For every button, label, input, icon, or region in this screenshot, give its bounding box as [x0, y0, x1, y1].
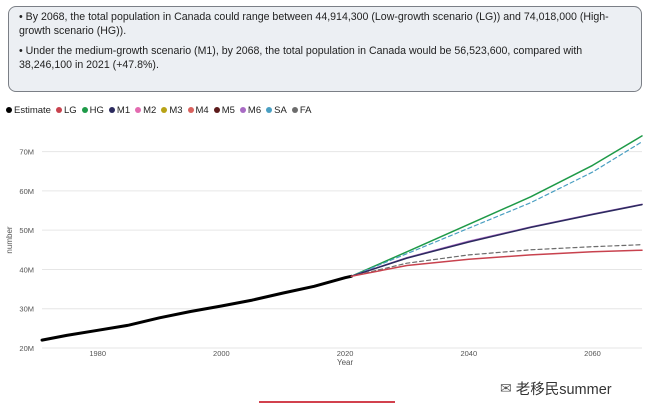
watermark: ✉ 老移民summer — [500, 378, 612, 399]
legend-item-m6[interactable]: M6 — [239, 104, 262, 116]
legend-item-fa[interactable]: FA — [291, 104, 312, 116]
x-axis-label: Year — [337, 358, 354, 367]
x-tick-label: 1980 — [89, 349, 106, 358]
legend-item-m5[interactable]: M5 — [213, 104, 235, 116]
legend-swatch — [55, 107, 62, 113]
legend-label: M2 — [143, 104, 157, 116]
summary-box: • By 2068, the total population in Canad… — [8, 6, 642, 92]
legend-label: Estimate — [14, 104, 51, 116]
legend-swatch — [187, 107, 194, 113]
legend-label: SA — [274, 104, 287, 116]
legend-label: FA — [299, 104, 312, 116]
x-tick-label: 2060 — [584, 349, 601, 358]
x-tick-label: 2020 — [337, 349, 354, 358]
summary-bullet-range: • By 2068, the total population in Canad… — [19, 11, 609, 37]
legend-item-estimate[interactable]: Estimate — [6, 105, 51, 116]
legend-swatch — [161, 107, 168, 113]
legend-label: M6 — [247, 104, 262, 116]
series-line-m1 — [350, 203, 643, 278]
legend-item-m1[interactable]: M1 — [108, 104, 131, 116]
bottom-divider — [259, 401, 395, 403]
x-tick-label: 2000 — [213, 349, 230, 358]
legend-swatch — [6, 107, 12, 113]
series-line-estimate — [40, 274, 353, 342]
legend-label: M5 — [221, 104, 235, 116]
legend-swatch — [213, 107, 220, 113]
legend-swatch — [108, 107, 115, 113]
wechat-icon: ✉ — [500, 380, 512, 396]
series-line-lg — [350, 249, 643, 278]
watermark-text: 老移民summer — [515, 382, 612, 398]
y-tick-label: 30M — [19, 305, 34, 314]
y-tick-label: 50M — [19, 226, 34, 235]
x-tick-label: 2040 — [460, 349, 477, 358]
population-chart: 20M 30M 40M 50M 60M 70M 1980 2000 2020 2040 2060 Ye… — [5, 135, 643, 367]
summary-bullet-medium: • Under the medium-growth scenario (M1),… — [19, 45, 583, 71]
legend-swatch — [135, 107, 142, 113]
y-tick-label: 20M — [19, 344, 34, 353]
legend-swatch — [239, 107, 246, 113]
legend-swatch — [266, 107, 273, 113]
legend-item-hg[interactable]: HG — [81, 104, 104, 116]
y-axis-label: number — [5, 226, 14, 253]
y-tick-label: 70M — [19, 148, 34, 157]
chart-legend: Estimate LG HG M1 M2 M3 M4 M5 M6 SA FA — [6, 103, 316, 117]
legend-item-m4[interactable]: M4 — [187, 104, 209, 116]
legend-item-m3[interactable]: M3 — [161, 104, 183, 116]
legend-swatch — [81, 107, 88, 113]
y-tick-label: 60M — [19, 187, 34, 196]
series-line-hg — [350, 135, 643, 278]
series-line-fa — [350, 244, 643, 277]
legend-label: M4 — [195, 104, 209, 116]
legend-label: M3 — [169, 104, 183, 116]
legend-label: HG — [89, 104, 104, 116]
legend-item-sa[interactable]: SA — [266, 105, 287, 116]
series-line-sa — [350, 141, 643, 277]
legend-label: M1 — [116, 104, 131, 116]
legend-swatch — [291, 107, 298, 113]
y-tick-label: 40M — [19, 265, 34, 274]
legend-item-m2[interactable]: M2 — [135, 105, 156, 116]
legend-label: LG — [63, 104, 77, 116]
legend-item-lg[interactable]: LG — [55, 104, 77, 116]
